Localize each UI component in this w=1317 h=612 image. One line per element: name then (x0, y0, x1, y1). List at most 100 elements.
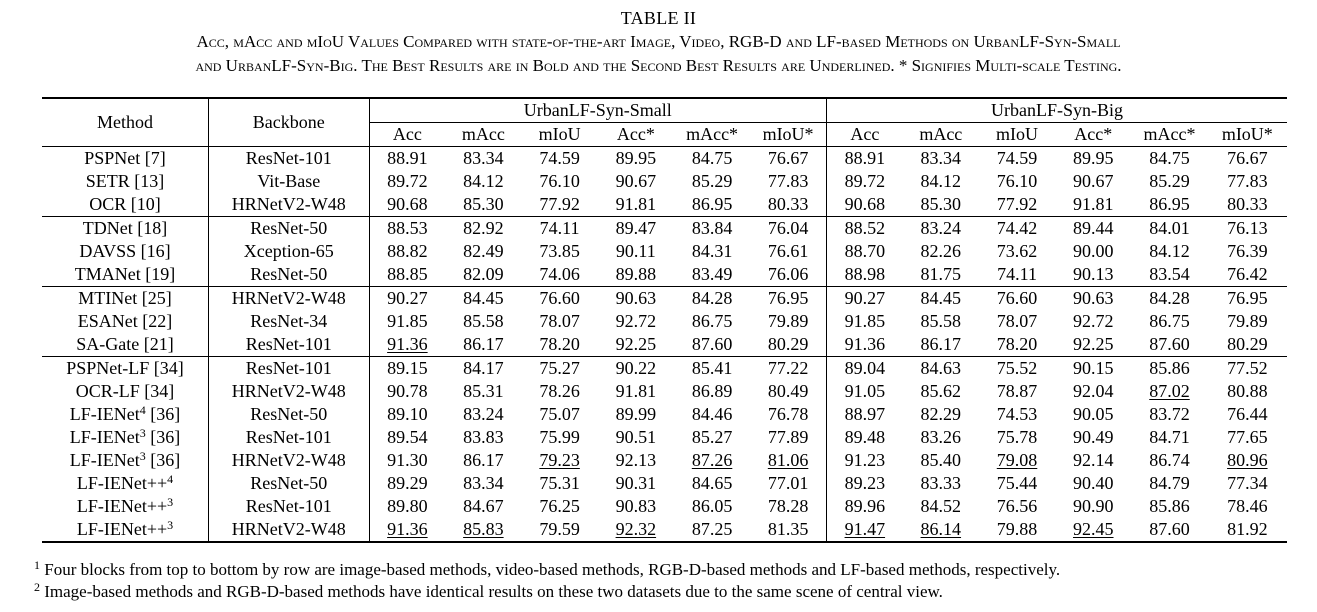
value: 90.67 (1073, 171, 1114, 191)
value-cell: 78.87 (979, 380, 1055, 403)
value-cell: 91.36 (369, 333, 445, 357)
value: 86.89 (691, 381, 733, 401)
value-cell: 84.17 (445, 356, 522, 380)
value: 79.89 (1227, 311, 1268, 331)
value-cell: 76.13 (1207, 216, 1287, 240)
value-cell: 76.95 (1207, 286, 1287, 310)
value-cell: 84.75 (674, 147, 750, 171)
value-cell: 75.99 (521, 426, 597, 449)
value: 85.83 (463, 519, 504, 539)
value: 90.51 (615, 427, 657, 447)
header-metric: Acc* (1055, 122, 1132, 147)
value-cell: 76.78 (750, 403, 827, 426)
method-name: LF-IENet++ (76, 496, 168, 516)
value-cell: 85.27 (674, 426, 750, 449)
value-cell: 92.14 (1055, 449, 1131, 472)
value: 83.49 (691, 264, 733, 284)
value-cell: 87.25 (674, 518, 750, 542)
header-metric: Acc* (597, 122, 674, 147)
value: 85.30 (463, 194, 504, 214)
value-cell: 79.59 (521, 518, 597, 542)
value-cell: 73.62 (979, 240, 1055, 263)
method-superscript: 4 (139, 403, 146, 417)
value-cell: 91.85 (826, 310, 902, 333)
method-name: LF-IENet++ (76, 519, 168, 539)
value-cell: 89.72 (826, 170, 902, 193)
value: 89.15 (387, 358, 428, 378)
method-name: LF-IENet (69, 450, 140, 470)
footnote-1-mark: 1 (34, 558, 40, 572)
value: 77.65 (1227, 427, 1268, 447)
value-cell: 90.13 (1055, 263, 1131, 287)
value: 88.91 (844, 148, 886, 168)
value: 90.27 (844, 288, 886, 308)
value: 83.72 (1149, 404, 1190, 424)
value: 91.85 (844, 311, 886, 331)
value-cell: 89.95 (1055, 147, 1131, 171)
value: 76.61 (767, 241, 809, 261)
value-cell: 83.34 (445, 147, 521, 171)
value: 92.72 (615, 311, 657, 331)
value-cell: 84.45 (445, 286, 522, 310)
value-cell: 90.51 (598, 426, 674, 449)
value-cell: 90.27 (826, 286, 903, 310)
value: 87.60 (1149, 334, 1190, 354)
header-group-big: UrbanLF-Syn-Big (826, 98, 1287, 123)
value: 90.27 (387, 288, 428, 308)
value-cell: 91.36 (826, 333, 902, 357)
value-cell: 77.83 (1208, 170, 1287, 193)
table-row: SETR [13] Vit-Base 89.72 84.12 76.10 90.67 85.… (42, 170, 1287, 193)
value-cell: 85.58 (445, 310, 521, 333)
value-cell: 86.74 (1131, 449, 1207, 472)
method-cell: LF-IENet++3 (42, 518, 210, 542)
value-cell: 90.67 (1055, 170, 1131, 193)
value-cell: 86.75 (1131, 310, 1207, 333)
value-cell: 75.52 (978, 356, 1056, 380)
value-cell: 89.80 (369, 495, 445, 518)
value-cell: 91.47 (826, 518, 902, 542)
results-table: Method Backbone UrbanLF-Syn-Small UrbanL… (42, 97, 1287, 543)
value-cell: 83.34 (903, 147, 979, 171)
value: 74.53 (996, 404, 1038, 424)
table-row: LF-IENet++4 ResNet-50 89.29 83.34 75.31 90.31… (42, 472, 1287, 495)
value-cell: 90.00 (1055, 240, 1131, 263)
value: 77.22 (767, 358, 809, 378)
value: 77.83 (767, 171, 809, 191)
value-cell: 91.81 (598, 193, 674, 217)
table-row: LF-IENet3 [36] HRNetV2-W48 91.30 86.17 79.23… (42, 449, 1287, 472)
value-cell: 91.05 (826, 380, 902, 403)
value: 76.04 (767, 218, 809, 238)
value-cell: 75.31 (521, 472, 597, 495)
value-cell: 89.15 (369, 356, 446, 380)
method-name: LF-IENet (69, 427, 140, 447)
value: 92.72 (1073, 311, 1114, 331)
value: 78.07 (539, 311, 580, 331)
value: 87.25 (691, 519, 733, 539)
value: 77.92 (539, 194, 580, 214)
value-cell: 84.28 (673, 286, 751, 310)
table-row: LF-IENet3 [36] ResNet-101 89.54 83.83 75.99 9… (42, 426, 1287, 449)
method-name: PSPNet [7] (84, 148, 166, 168)
method-cell: ESANet [22] (42, 310, 210, 333)
value-cell: 90.11 (598, 240, 674, 263)
value: 91.81 (1073, 194, 1114, 214)
value: 86.17 (463, 334, 504, 354)
value: 76.13 (1227, 218, 1268, 238)
value-cell: 80.49 (750, 380, 827, 403)
value: 85.41 (691, 358, 733, 378)
value: 89.99 (615, 404, 657, 424)
table-row: OCR-LF [34] HRNetV2-W48 90.78 85.31 78.26 91.… (42, 380, 1287, 403)
value: 92.25 (615, 334, 657, 354)
value: 79.88 (996, 519, 1038, 539)
value: 90.05 (1073, 404, 1114, 424)
value: 74.59 (996, 148, 1038, 168)
table-body: PSPNet [7] ResNet-101 88.91 83.34 74.59 89.95… (42, 146, 1287, 542)
value-cell: 85.62 (903, 380, 979, 403)
value: 84.79 (1149, 473, 1190, 493)
value: 88.91 (387, 148, 428, 168)
value: 92.25 (1073, 334, 1114, 354)
value: 76.78 (767, 404, 809, 424)
value-cell: 84.45 (902, 286, 979, 310)
value: 78.20 (996, 334, 1038, 354)
value-cell: 83.84 (673, 216, 751, 240)
